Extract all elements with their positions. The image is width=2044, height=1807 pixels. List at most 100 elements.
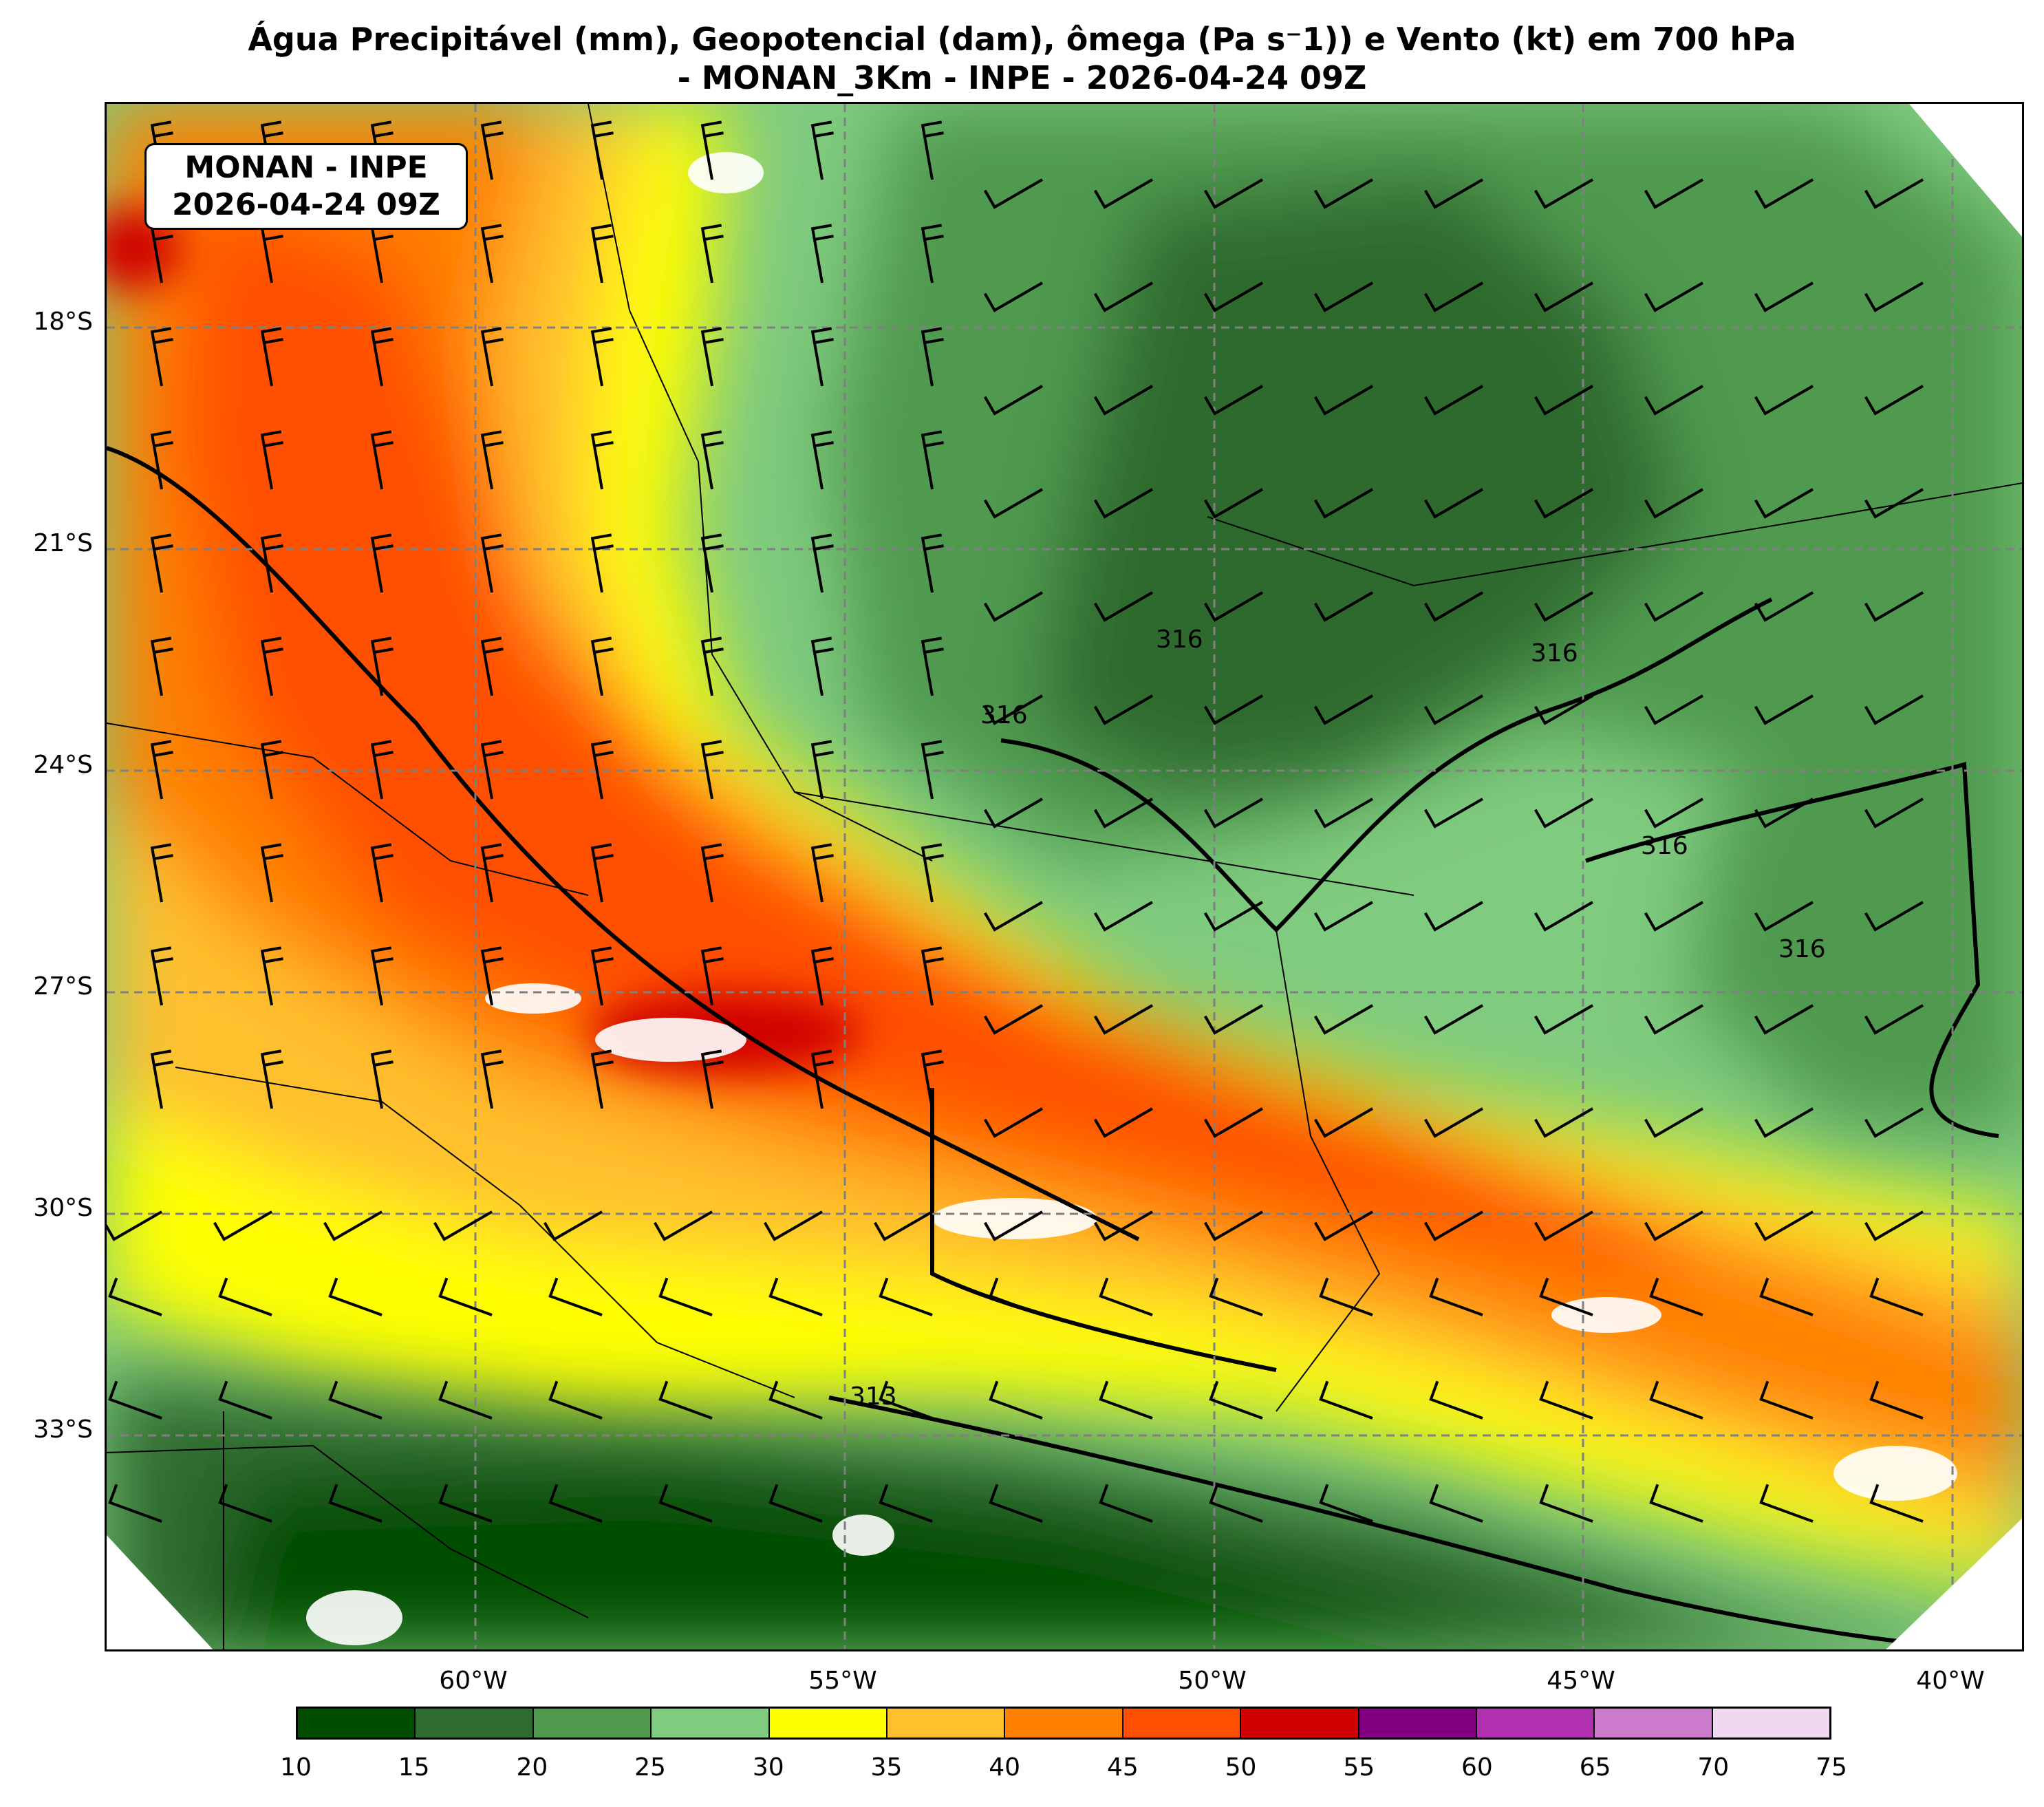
contour-label: 313 xyxy=(850,1382,897,1411)
wind-barb xyxy=(921,946,944,1006)
wind-barb xyxy=(1864,488,1924,519)
colorbar-tick-label: 20 xyxy=(516,1753,548,1782)
wind-barb xyxy=(1203,281,1263,312)
wind-barb xyxy=(150,1049,173,1109)
wind-barb xyxy=(810,1049,834,1109)
colorbar-segment xyxy=(650,1709,768,1737)
wind-barb xyxy=(1313,488,1373,519)
lon-label: 40°W xyxy=(1916,1667,1985,1695)
wind-barb xyxy=(983,694,1043,725)
wind-barb xyxy=(480,120,504,180)
wind-barb xyxy=(1759,1380,1814,1420)
wind-barb xyxy=(1093,1210,1153,1241)
wind-barb xyxy=(810,224,834,284)
pw-dry-east xyxy=(1689,724,2022,1136)
wind-barb xyxy=(323,1210,383,1241)
wind-barb xyxy=(1754,694,1814,725)
wind-barb xyxy=(1313,178,1373,209)
wind-barb xyxy=(1423,385,1483,416)
colorbar-tick-label: 10 xyxy=(280,1753,312,1782)
wind-barb xyxy=(1313,901,1373,932)
wind-barb xyxy=(1864,798,1924,828)
wind-barb xyxy=(700,533,724,593)
contour-label: 316 xyxy=(980,701,1028,729)
colorbar-segment xyxy=(885,1709,1004,1737)
omega-speckles xyxy=(306,152,1957,1645)
wind-barb xyxy=(1754,488,1814,519)
wind-barb xyxy=(590,430,614,490)
colorbar-tick-label: 35 xyxy=(870,1753,903,1782)
wind-barb xyxy=(1644,281,1703,312)
wind-barb xyxy=(1539,1484,1593,1523)
wind-barb xyxy=(1429,1484,1483,1523)
wind-barb xyxy=(1313,1210,1373,1241)
wind-barb xyxy=(590,120,614,180)
colorbar-tick-label: 65 xyxy=(1579,1753,1611,1782)
wind-barb xyxy=(768,1380,823,1420)
wind-barb xyxy=(218,1484,272,1523)
wind-barb xyxy=(590,533,614,593)
wind-barb xyxy=(1313,1107,1373,1138)
wind-barb xyxy=(983,488,1043,519)
lat-label: 27°S xyxy=(33,972,93,1001)
wind-barb xyxy=(1093,901,1153,932)
wind-barb xyxy=(1869,1277,1924,1316)
colorbar-tick-label: 55 xyxy=(1343,1753,1375,1782)
wind-barb xyxy=(480,533,504,593)
wind-barb xyxy=(1644,694,1703,725)
wind-barb xyxy=(921,533,944,593)
wind-barb xyxy=(983,1004,1043,1035)
contour-label: 316 xyxy=(1778,935,1826,963)
map-canvas: 316 316 316 316 316 313 xyxy=(107,104,2022,1649)
wind-barb xyxy=(763,1210,823,1241)
wind-barb xyxy=(370,637,394,696)
colorbar-segment xyxy=(768,1709,886,1737)
wind-barb xyxy=(1864,1107,1924,1138)
wind-barb xyxy=(1649,1277,1703,1316)
wind-barb xyxy=(810,430,834,490)
wind-barb xyxy=(1093,178,1153,209)
wind-barb xyxy=(1864,1210,1924,1241)
wind-barb xyxy=(1869,1484,1924,1523)
domain-mask-ne xyxy=(1909,104,2022,237)
wind-barb xyxy=(1203,694,1263,725)
wind-barb xyxy=(1423,1004,1483,1035)
wind-barb xyxy=(1429,1380,1483,1420)
wind-barb xyxy=(1203,798,1263,828)
wind-barb xyxy=(810,533,834,593)
wind-barb xyxy=(921,327,944,387)
colorbar-segment xyxy=(1004,1709,1122,1737)
lat-label: 24°S xyxy=(33,751,93,779)
wind-barb xyxy=(1754,281,1814,312)
wind-barb xyxy=(1644,385,1703,416)
wind-barb xyxy=(480,327,504,387)
colorbar-segment xyxy=(1593,1709,1712,1737)
wind-barb xyxy=(983,385,1043,416)
wind-barb xyxy=(1649,1380,1703,1420)
wind-barb xyxy=(700,1049,724,1109)
colorbar-tick-label: 60 xyxy=(1461,1753,1493,1782)
colorbar-tick-label: 70 xyxy=(1697,1753,1730,1782)
wind-barb xyxy=(328,1380,383,1420)
wind-barb xyxy=(700,637,724,696)
colorbar-tick-label: 25 xyxy=(634,1753,666,1782)
wind-barb xyxy=(1093,1004,1153,1035)
graticule xyxy=(107,104,2022,1649)
wind-barb xyxy=(921,430,944,490)
lat-label: 18°S xyxy=(33,308,93,336)
wind-barb xyxy=(1203,1210,1263,1241)
wind-barb xyxy=(370,946,394,1006)
wind-barb xyxy=(1099,1380,1153,1420)
wind-barb xyxy=(260,637,283,696)
wind-barb xyxy=(658,1380,713,1420)
wind-barb xyxy=(1534,281,1593,312)
wind-barb xyxy=(1093,1107,1153,1138)
wind-barb xyxy=(370,327,394,387)
wind-barb xyxy=(1864,385,1924,416)
wind-barb xyxy=(260,533,283,593)
wind-barb xyxy=(548,1380,603,1420)
wind-barb xyxy=(1534,178,1593,209)
wind-barb xyxy=(1203,591,1263,622)
wind-barb xyxy=(1644,1107,1703,1138)
wind-barb xyxy=(1869,1380,1924,1420)
